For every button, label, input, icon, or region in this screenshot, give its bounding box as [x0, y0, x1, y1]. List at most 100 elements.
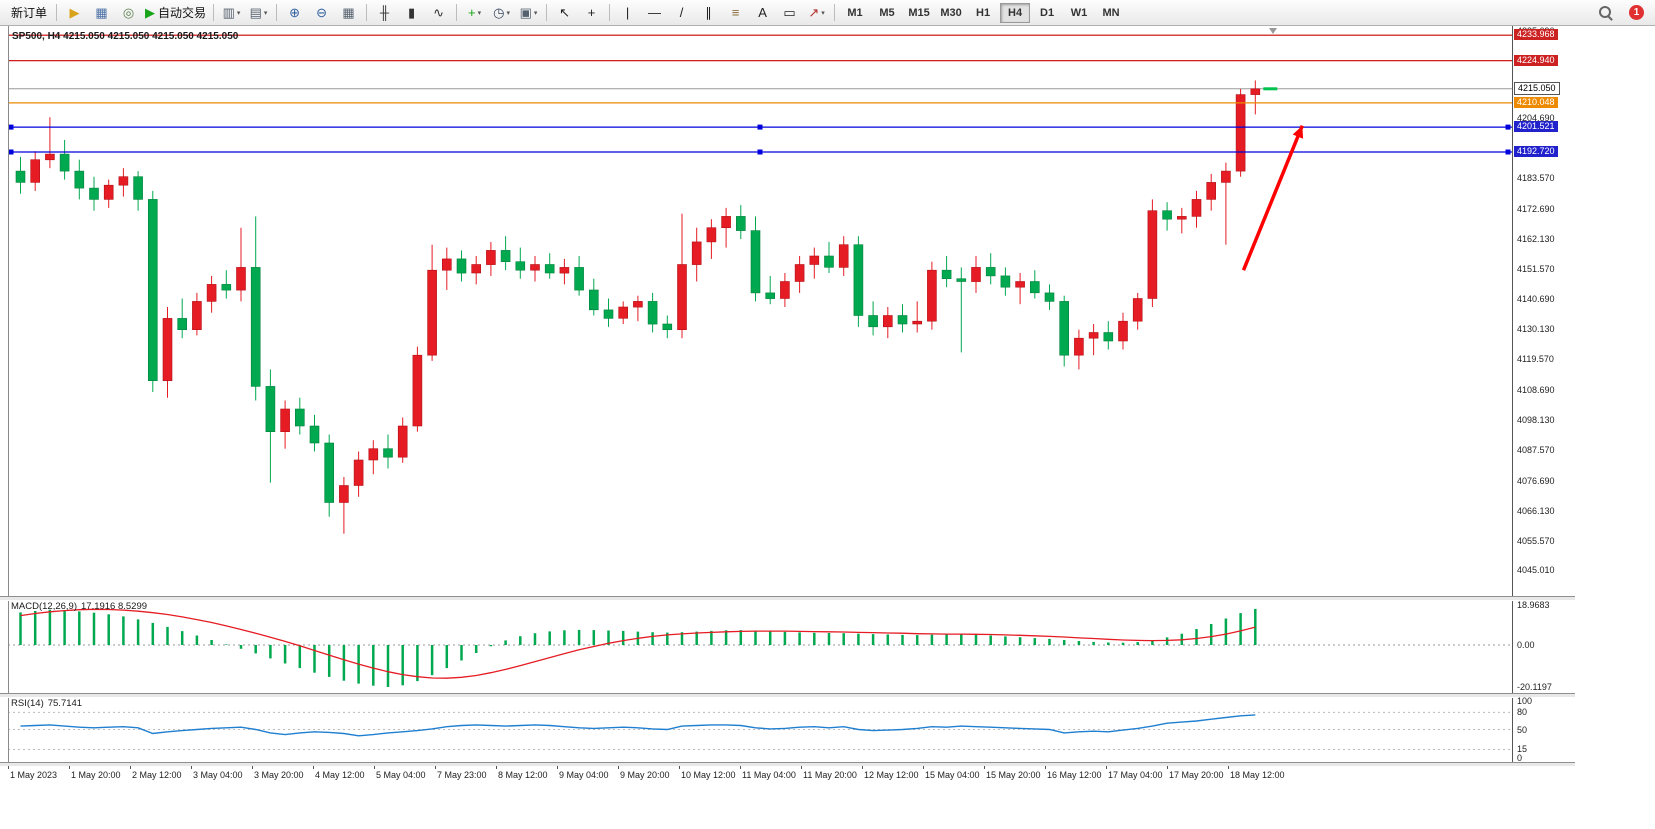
line-chart-icon[interactable]: ∿ — [426, 3, 451, 23]
candle-body — [368, 448, 379, 461]
alerts-megaphone-icon: ▶ — [69, 5, 80, 20]
line-handle[interactable] — [8, 149, 14, 155]
macd-label: MACD(12,26,9) 17.1916 8.5299 — [11, 601, 147, 612]
candle-body — [1191, 199, 1202, 217]
line-handle[interactable] — [1505, 124, 1511, 130]
price-tick: 4066.130 — [1517, 505, 1555, 516]
timeframe-h4-button[interactable]: H4 — [1000, 2, 1031, 23]
trendline-icon[interactable]: / — [669, 3, 694, 23]
arrows-icon[interactable]: ↗ ▾ — [804, 3, 829, 23]
rsi-label: RSI(14) 75.7141 — [11, 698, 82, 709]
time-tick — [679, 766, 680, 769]
panel-splitter[interactable] — [0, 762, 1575, 767]
arrow-head — [1292, 125, 1304, 139]
timeframe-mn-button[interactable]: MN — [1102, 6, 1120, 19]
macd-panel-canvas[interactable] — [8, 600, 1512, 694]
vertical-line-icon[interactable]: | — [615, 3, 640, 23]
auto-trading-button[interactable]: ▶ 自动交易 — [143, 3, 208, 23]
candle-body — [486, 250, 496, 265]
fibonacci-icon[interactable]: ≡ — [723, 3, 748, 23]
candle-body — [809, 255, 820, 265]
time-label: 15 May 04:00 — [925, 770, 980, 780]
panel-splitter[interactable] — [0, 596, 1575, 601]
candle-body — [618, 306, 629, 319]
price-level-label: 4192.720 — [1514, 146, 1558, 158]
candle-body — [397, 425, 408, 458]
candle-body — [103, 184, 114, 200]
time-tick — [1167, 766, 1168, 769]
candle-body — [765, 292, 776, 299]
candle-body — [677, 264, 687, 330]
rsi-panel-canvas[interactable] — [8, 697, 1512, 763]
toolbar-right-group: 1 — [1594, 3, 1652, 23]
equidistant-channel-icon[interactable]: ∥ — [696, 3, 721, 23]
cursor-icon[interactable]: ↖ — [552, 3, 577, 23]
candlestick-chart-icon[interactable]: ▮ — [399, 3, 424, 23]
candle-body — [559, 267, 570, 274]
navigator-icon[interactable]: ◎ — [116, 3, 141, 23]
panel-splitter[interactable] — [0, 693, 1575, 698]
zoom-in-icon[interactable]: ⊕ — [282, 3, 307, 23]
bar-chart-icon[interactable]: ╫ — [372, 3, 397, 23]
templates-icon[interactable]: ▣ ▾ — [516, 3, 541, 23]
horizontal-line-icon[interactable]: — — [642, 3, 667, 23]
timeframe-m30-button[interactable]: M30 — [940, 6, 962, 19]
timeframe-h1-button[interactable]: H1 — [976, 6, 991, 19]
candle-body — [236, 267, 246, 291]
rsi-line — [20, 714, 1256, 737]
candle-body — [280, 408, 290, 433]
profiles-icon[interactable]: ▤ ▾ — [246, 3, 271, 23]
price-axis[interactable]: 4235.6904204.6904183.5704172.6904162.130… — [1513, 26, 1575, 768]
chart-shift-marker-icon[interactable] — [1269, 28, 1277, 34]
line-handle[interactable] — [757, 124, 763, 130]
dropdown-caret-icon: ▾ — [236, 9, 241, 17]
time-label: 18 May 12:00 — [1230, 770, 1285, 780]
new-chart-icon[interactable]: ▥ ▾ — [219, 3, 244, 23]
candle-body — [45, 153, 55, 161]
price-tick: 4098.130 — [1517, 414, 1555, 425]
main-chart-canvas[interactable] — [8, 28, 1512, 596]
time-tick — [130, 766, 131, 769]
price-level-label: 4233.968 — [1514, 29, 1558, 41]
arrow-annotation[interactable] — [1241, 125, 1304, 271]
price-level-label: 4210.048 — [1514, 96, 1558, 108]
time-tick — [984, 766, 985, 769]
label-icon[interactable]: ▭ — [777, 3, 802, 23]
tile-windows-icon[interactable]: ▦ — [336, 3, 361, 23]
candle-body — [868, 315, 878, 328]
time-label: 17 May 04:00 — [1108, 770, 1163, 780]
search-button[interactable] — [1595, 3, 1620, 23]
zoom-out-icon[interactable]: ⊖ — [309, 3, 334, 23]
alerts-megaphone-icon[interactable]: ▶ — [62, 3, 87, 23]
candle-body — [294, 408, 305, 427]
indicators-icon[interactable]: + ▾ — [462, 3, 487, 23]
price-tick: 4076.690 — [1517, 475, 1555, 486]
macd-name: MACD(12,26,9) — [11, 601, 77, 612]
candle-body — [15, 170, 26, 183]
rsi-axis-tick: 50 — [1517, 724, 1528, 735]
time-label: 5 May 04:00 — [376, 770, 426, 780]
macd-axis-tick: 18.9683 — [1517, 600, 1550, 611]
timeframe-d1-button[interactable]: D1 — [1040, 6, 1055, 19]
macd-values: 17.1916 8.5299 — [81, 601, 148, 612]
line-handle[interactable] — [1505, 149, 1511, 155]
candle-body — [1103, 332, 1114, 342]
text-icon[interactable]: A — [750, 3, 775, 23]
new-order-button[interactable]: 新订单 — [4, 3, 51, 23]
timeframe-m1-button[interactable]: M1 — [847, 6, 863, 19]
time-tick — [1106, 766, 1107, 769]
crosshair-icon[interactable]: + — [579, 3, 604, 23]
rsi-value: 75.7141 — [47, 698, 83, 709]
candle-body — [206, 284, 217, 302]
time-axis[interactable]: 1 May 2023 1 May 20:00 2 May 12:00 3 May 04… — [0, 766, 1575, 782]
timeframe-m15-button[interactable]: M15 — [908, 6, 930, 19]
time-tick — [8, 766, 9, 769]
periods-icon[interactable]: ◷ ▾ — [489, 3, 514, 23]
market-watch-icon[interactable]: ▦ — [89, 3, 114, 23]
candle-body — [1162, 210, 1172, 220]
timeframe-w1-button[interactable]: W1 — [1070, 6, 1088, 19]
notification-badge[interactable]: 1 — [1629, 5, 1644, 20]
line-handle[interactable] — [8, 124, 14, 130]
timeframe-m5-button[interactable]: M5 — [879, 6, 895, 19]
line-handle[interactable] — [757, 149, 763, 155]
